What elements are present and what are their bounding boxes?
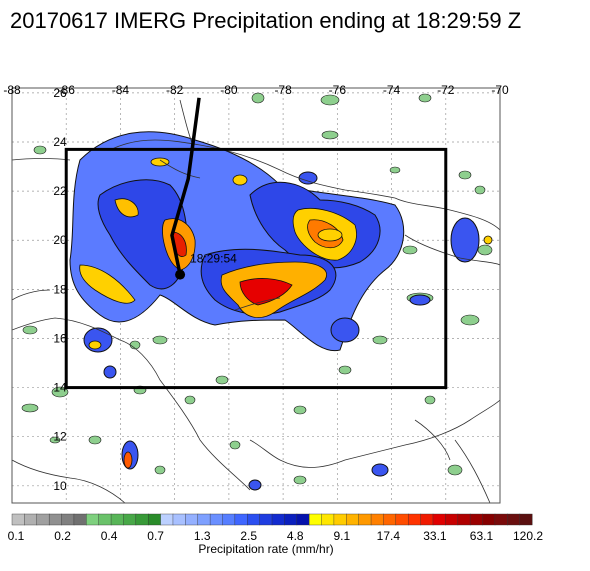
colorbar-swatch (197, 513, 211, 526)
colorbar-swatch (234, 513, 248, 526)
colorbar-label: 63.1 (470, 529, 494, 543)
latitude-tick-label: 18 (53, 282, 67, 296)
colorbar-swatch (333, 513, 347, 526)
storm-center-marker (175, 269, 186, 280)
colorbar-swatch (469, 513, 483, 526)
colorbar-swatch (420, 513, 434, 526)
colorbar-label: 17.4 (377, 529, 401, 543)
colorbar-swatch (308, 513, 323, 526)
colorbar-swatch (110, 513, 124, 526)
colorbar-label: 9.1 (333, 529, 350, 543)
colorbar-label: 0.1 (8, 529, 25, 543)
colorbar-swatch (507, 513, 521, 526)
colorbar-label: 2.5 (240, 529, 257, 543)
colorbar-swatch (284, 513, 298, 526)
colorbar-swatch (494, 513, 508, 526)
colorbar-swatch (432, 513, 446, 526)
colorbar-label: 33.1 (423, 529, 447, 543)
longitude-tick-label: -76 (329, 83, 347, 97)
storm-track (170, 97, 201, 275)
colorbar-label: 0.4 (101, 529, 118, 543)
colorbar-swatch (24, 513, 38, 526)
colorbar-swatch (321, 513, 335, 526)
colorbar-swatch (407, 513, 422, 526)
latitude-tick-label: 10 (53, 479, 67, 493)
storm-time-label: 18:29:54 (190, 252, 237, 266)
latitude-tick-label: 14 (53, 381, 67, 395)
colorbar-swatch (445, 513, 459, 526)
map-frame-border (11, 87, 501, 504)
colorbar-swatch (73, 513, 87, 526)
colorbar-swatch (519, 513, 533, 526)
colorbar-swatch (123, 513, 137, 526)
heavy-precipitation (79, 157, 493, 469)
latitude-tick-label: 20 (53, 233, 67, 247)
colorbar-swatch (482, 513, 496, 526)
longitude-tick-label: -82 (166, 83, 184, 97)
map-title: 20170617 IMERG Precipitation ending at 1… (10, 8, 522, 33)
colorbar-swatch (457, 513, 471, 526)
colorbar-swatch (296, 513, 310, 526)
colorbar-swatch (48, 513, 63, 526)
colorbar-swatch (346, 513, 360, 526)
latitude-tick-label: 26 (53, 86, 67, 100)
latitude-tick-label: 16 (53, 331, 67, 345)
longitude-tick-label: -86 (58, 83, 76, 97)
colorbar-swatch (172, 513, 186, 526)
latitude-tick-label: 22 (53, 184, 67, 198)
latitude-tick-labels: 10 12 14 16 18 20 22 24 26 (53, 86, 67, 493)
colorbar-swatch (222, 513, 236, 526)
analysis-box (64, 147, 448, 390)
longitude-tick-label: -88 (3, 83, 21, 97)
colorbar-label: 0.2 (54, 529, 71, 543)
colorbar-swatch (247, 513, 261, 526)
longitude-tick-labels: -88 -86 -84 -82 -80 -78 -76 -74 -72 -70 (3, 83, 509, 97)
latitude-tick-label: 12 (53, 430, 67, 444)
colorbar-swatch (160, 513, 174, 526)
coastlines (12, 88, 500, 503)
colorbar-swatch (36, 513, 50, 526)
colorbar (11, 513, 533, 526)
colorbar-swatch (135, 513, 149, 526)
colorbar-swatch (185, 513, 199, 526)
colorbar-swatch (358, 513, 372, 526)
colorbar-swatch (98, 513, 112, 526)
colorbar-label: 120.2 (513, 529, 543, 543)
longitude-tick-label: -74 (383, 83, 401, 97)
colorbar-label: 4.8 (287, 529, 304, 543)
colorbar-swatch (259, 513, 273, 526)
longitude-tick-label: -80 (220, 83, 238, 97)
longitude-tick-label: -70 (491, 83, 509, 97)
colorbar-labels: 0.1 0.2 0.4 0.7 1.3 2.5 4.8 9.1 17.4 33.1 63.1 120.… (8, 529, 544, 543)
longitude-tick-label: -72 (437, 83, 455, 97)
colorbar-swatch (395, 513, 409, 526)
colorbar-swatch (147, 513, 162, 526)
latitude-tick-label: 24 (53, 135, 67, 149)
colorbar-swatch (209, 513, 223, 526)
colorbar-swatch (86, 513, 100, 526)
colorbar-swatch (61, 513, 75, 526)
longitude-tick-label: -84 (112, 83, 130, 97)
colorbar-swatch (370, 513, 384, 526)
longitude-tick-label: -78 (274, 83, 292, 97)
colorbar-label: 1.3 (194, 529, 211, 543)
colorbar-swatch (383, 513, 397, 526)
colorbar-title: Precipitation rate (mm/hr) (198, 542, 333, 556)
colorbar-label: 0.7 (147, 529, 164, 543)
colorbar-swatch (11, 513, 25, 526)
colorbar-swatch (271, 513, 285, 526)
